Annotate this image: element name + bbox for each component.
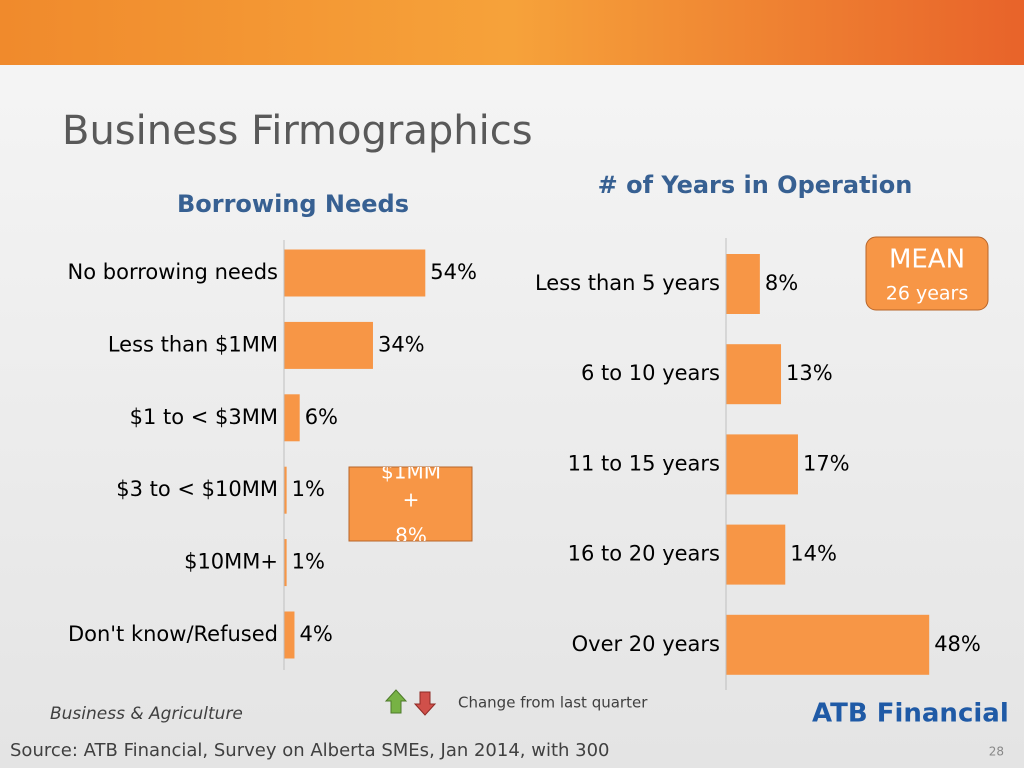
division: Business & Agriculture xyxy=(50,704,243,724)
category-label: Less than $1MM xyxy=(108,332,278,356)
value-label: 48% xyxy=(934,632,981,656)
source: Source: ATB Financial, Survey on Alberta… xyxy=(10,740,610,761)
callout-text: + xyxy=(403,488,420,512)
value-label: 6% xyxy=(305,405,338,429)
value-label: 1% xyxy=(292,550,325,574)
bar xyxy=(726,524,786,585)
callout-text: 8% xyxy=(395,524,427,548)
callout-text: $1MM xyxy=(381,460,441,484)
value-label: 8% xyxy=(765,271,798,295)
mean-box xyxy=(865,236,989,311)
bar xyxy=(726,434,798,495)
bar xyxy=(284,321,373,369)
bar xyxy=(284,394,300,442)
bar xyxy=(284,611,295,659)
value-label: 17% xyxy=(803,451,850,475)
bar xyxy=(284,466,287,514)
value-label: 1% xyxy=(292,477,325,501)
chart-title: Borrowing Needs xyxy=(177,190,409,218)
value-label: 54% xyxy=(430,260,477,284)
down-arrow xyxy=(413,691,437,716)
category-label: No borrowing needs xyxy=(68,260,278,284)
category-label: $10MM+ xyxy=(184,550,278,574)
mean-label: MEAN xyxy=(889,245,965,275)
category-label: $1 to < $3MM xyxy=(130,405,278,429)
callout-box xyxy=(348,466,473,542)
header-band xyxy=(0,0,1024,65)
callout-clip: $1MM + 8% xyxy=(381,460,441,548)
chart-title: # of Years in Operation xyxy=(598,171,913,199)
value-label: 4% xyxy=(299,622,332,646)
category-label: 6 to 10 years xyxy=(581,361,720,385)
bar xyxy=(284,539,287,587)
value-label: 34% xyxy=(378,332,425,356)
value-label: 13% xyxy=(786,361,833,385)
bar xyxy=(726,614,930,675)
value-label: 14% xyxy=(790,542,837,566)
category-label: $3 to < $10MM xyxy=(116,477,278,501)
bar xyxy=(726,254,760,314)
legend-note: Change from last quarter xyxy=(458,694,648,712)
category-label: 16 to 20 years xyxy=(568,542,720,566)
mean-value: 26 years xyxy=(886,283,969,305)
up-arrow xyxy=(384,689,408,714)
category-label: Over 20 years xyxy=(572,632,720,656)
category-label: Don't know/Refused xyxy=(68,622,278,646)
category-label: Less than 5 years xyxy=(535,271,720,295)
page-number: 28 xyxy=(989,745,1004,759)
bar xyxy=(726,344,782,405)
bar xyxy=(284,249,426,297)
slide-title: Business Firmographics xyxy=(62,108,533,154)
category-label: 11 to 15 years xyxy=(568,451,720,475)
logo: ATB Financial xyxy=(812,699,1009,729)
